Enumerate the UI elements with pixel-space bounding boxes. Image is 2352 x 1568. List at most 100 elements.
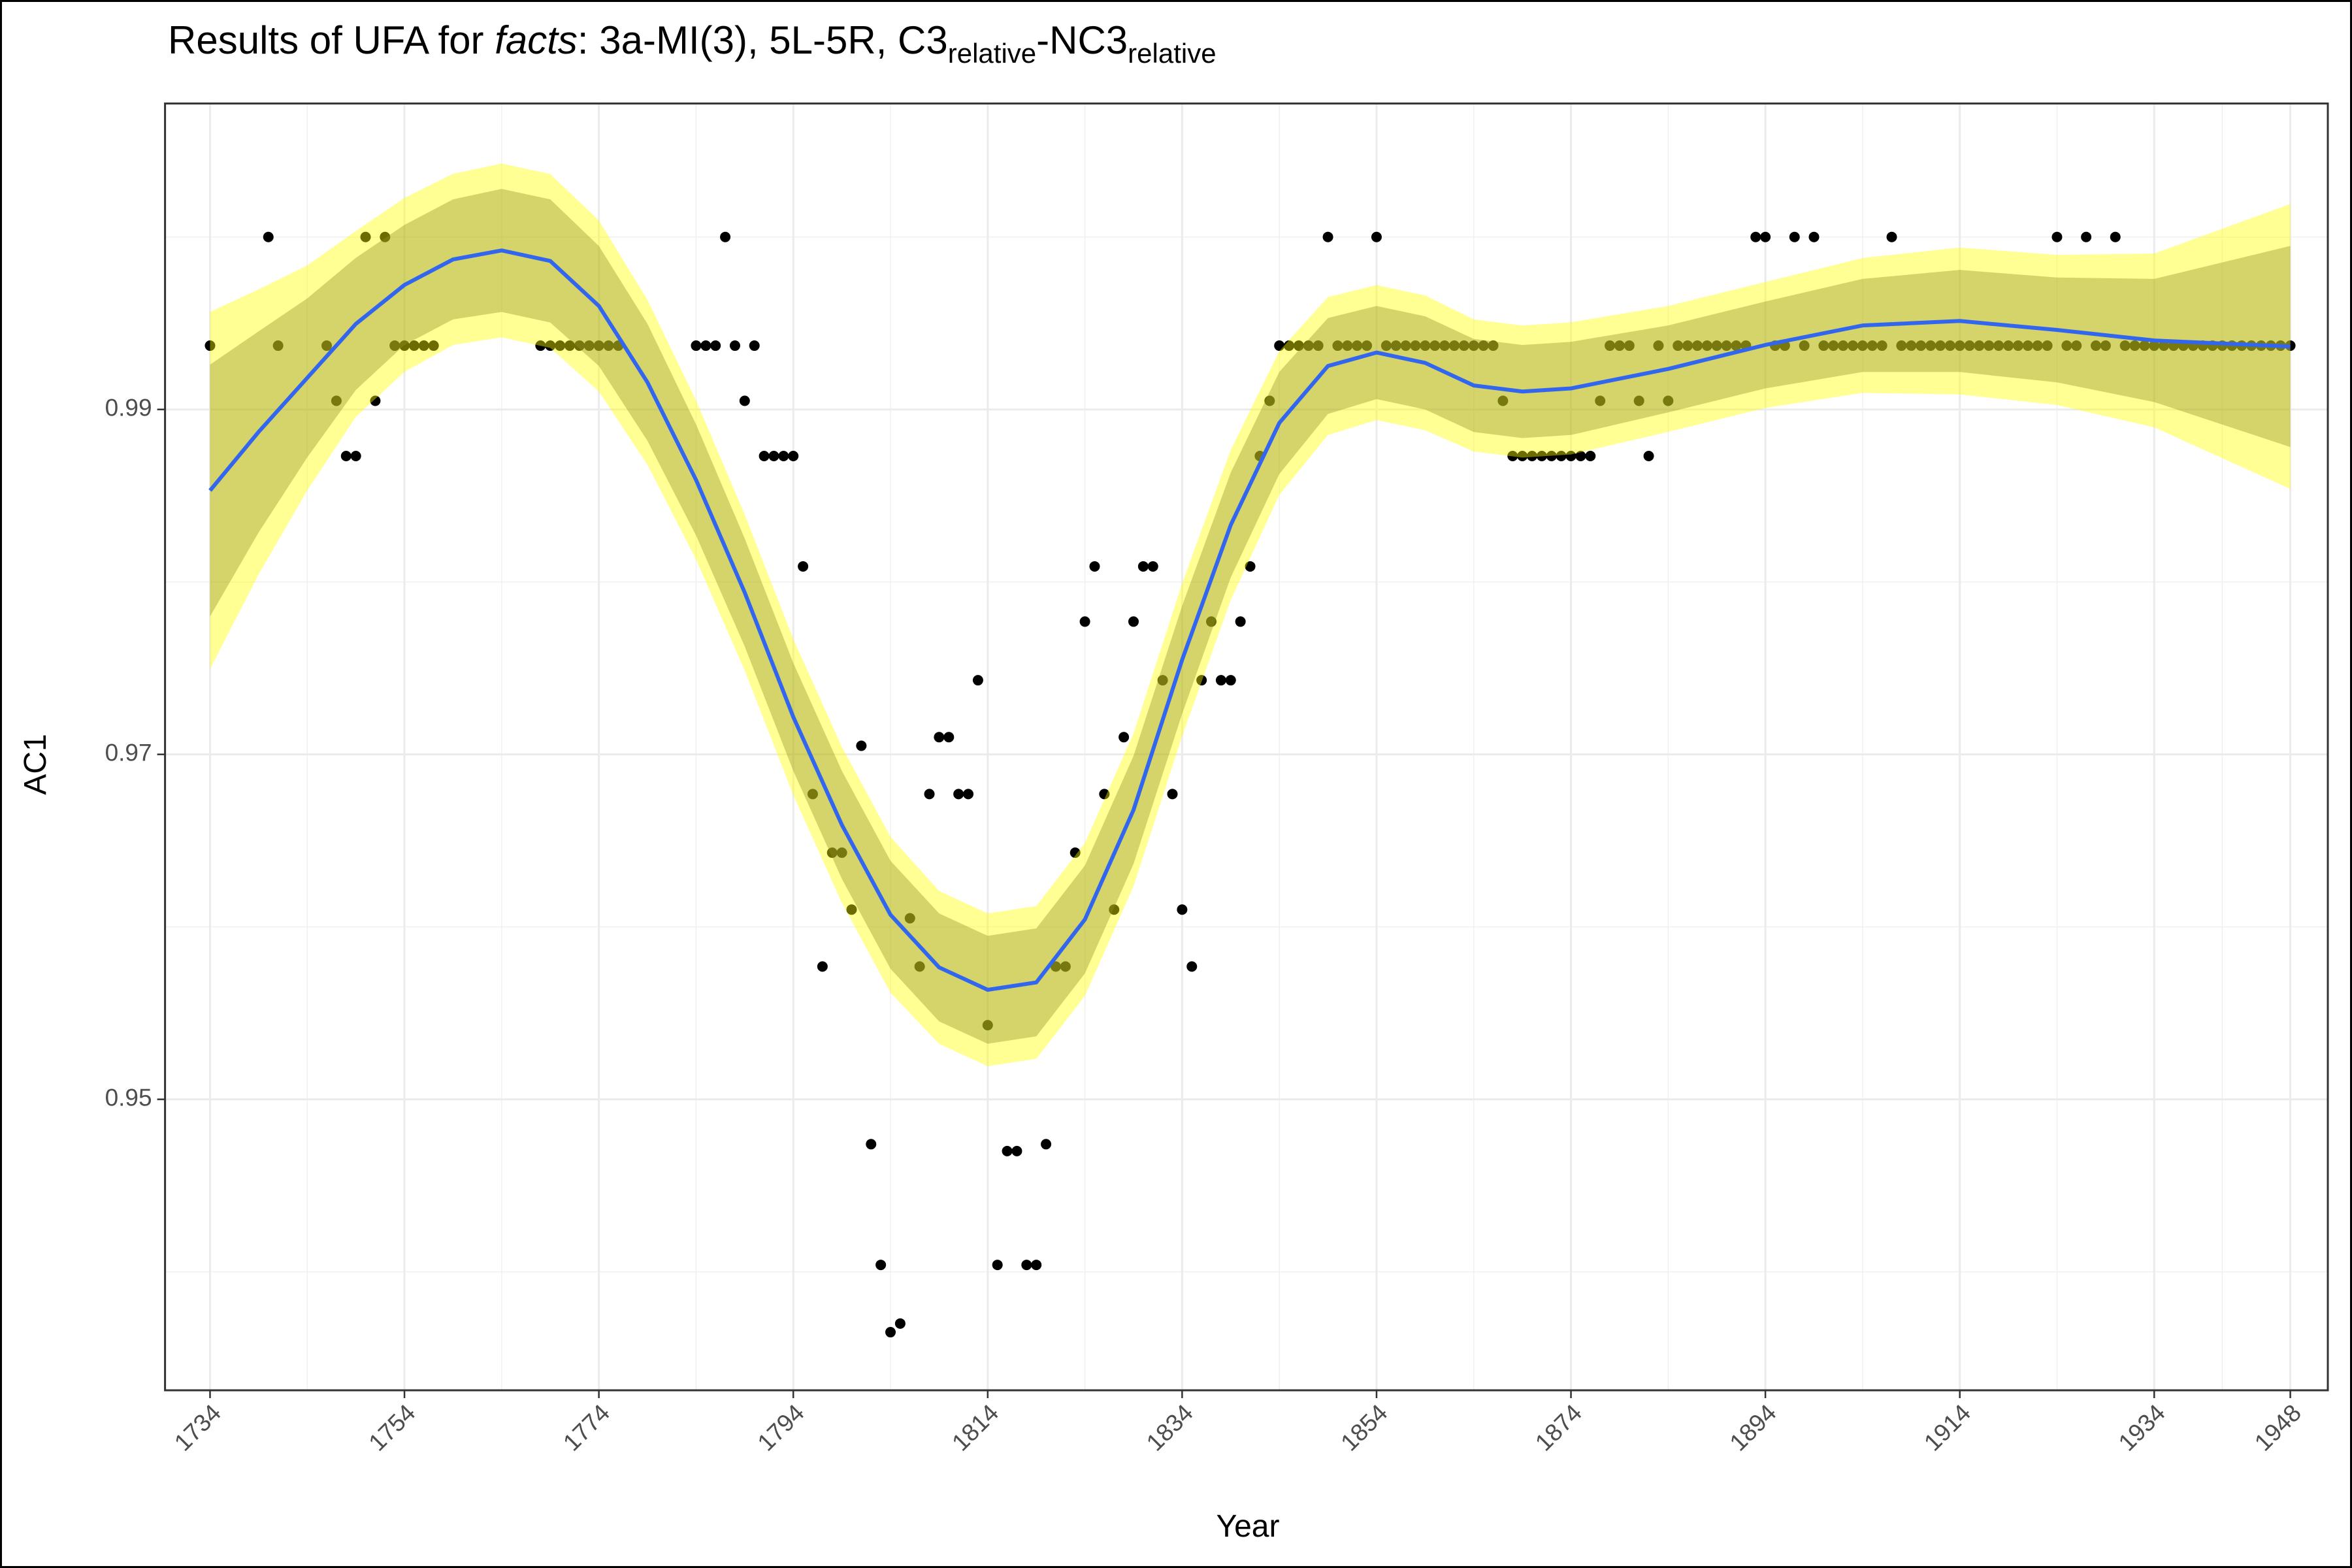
point bbox=[788, 450, 799, 461]
point bbox=[1916, 340, 1927, 351]
point bbox=[331, 395, 342, 406]
point bbox=[1264, 395, 1275, 406]
point bbox=[720, 231, 731, 242]
point bbox=[1177, 904, 1188, 915]
point bbox=[1750, 231, 1761, 242]
point bbox=[2139, 340, 2150, 351]
point bbox=[1595, 395, 1606, 406]
point bbox=[1546, 450, 1557, 461]
point bbox=[691, 340, 702, 351]
point bbox=[1439, 340, 1450, 351]
confidence-band bbox=[210, 163, 2291, 1066]
point bbox=[1507, 450, 1518, 461]
point bbox=[1109, 904, 1120, 915]
title-part: Results of UFA for bbox=[168, 18, 495, 62]
point bbox=[1137, 561, 1149, 572]
panel-border bbox=[164, 102, 2329, 1392]
point bbox=[1206, 616, 1217, 627]
plot-area bbox=[165, 103, 2328, 1390]
y-tick-label: 0.95 bbox=[105, 1084, 152, 1111]
point bbox=[603, 340, 614, 351]
point bbox=[2119, 340, 2131, 351]
point bbox=[759, 450, 770, 461]
point bbox=[399, 340, 410, 351]
point bbox=[340, 450, 351, 461]
point bbox=[1371, 231, 1382, 242]
point bbox=[1429, 340, 1441, 351]
point bbox=[2081, 231, 2092, 242]
point bbox=[380, 231, 391, 242]
point bbox=[1536, 450, 1547, 461]
point bbox=[1760, 231, 1771, 242]
point bbox=[1050, 961, 1061, 972]
point bbox=[1808, 231, 1820, 242]
points bbox=[204, 231, 2296, 1338]
point bbox=[1682, 340, 1693, 351]
point bbox=[1886, 231, 1897, 242]
point bbox=[2090, 340, 2101, 351]
point bbox=[2129, 340, 2140, 351]
point bbox=[1896, 340, 1907, 351]
point bbox=[1342, 340, 1353, 351]
point bbox=[1556, 450, 1567, 461]
point bbox=[2003, 340, 2014, 351]
point bbox=[924, 789, 935, 800]
point bbox=[1322, 231, 1333, 242]
point bbox=[350, 450, 361, 461]
point bbox=[263, 231, 274, 242]
point bbox=[555, 340, 566, 351]
point bbox=[428, 340, 439, 351]
point bbox=[1838, 340, 1849, 351]
point bbox=[875, 1260, 887, 1271]
point bbox=[1517, 450, 1528, 461]
title-part: relative bbox=[1128, 38, 1216, 69]
point bbox=[418, 340, 429, 351]
point bbox=[2110, 231, 2121, 242]
point bbox=[1225, 675, 1236, 686]
point bbox=[1313, 340, 1324, 351]
point bbox=[846, 904, 857, 915]
point bbox=[700, 340, 711, 351]
point bbox=[1303, 340, 1314, 351]
point bbox=[1673, 340, 1684, 351]
point bbox=[1935, 340, 1946, 351]
point bbox=[1944, 340, 1955, 351]
point bbox=[1245, 561, 1256, 572]
point bbox=[545, 340, 556, 351]
point bbox=[1089, 561, 1100, 572]
point bbox=[1711, 340, 1722, 351]
point bbox=[1663, 395, 1674, 406]
point bbox=[1380, 340, 1392, 351]
point bbox=[1605, 340, 1616, 351]
point bbox=[1731, 340, 1742, 351]
point bbox=[1701, 340, 1712, 351]
point bbox=[1332, 340, 1343, 351]
point bbox=[564, 340, 576, 351]
point bbox=[1488, 340, 1499, 351]
point bbox=[934, 732, 945, 743]
point bbox=[535, 340, 546, 351]
chart-title: Results of UFA for facts: 3a-MI(3), 5L-5… bbox=[168, 18, 1217, 69]
point bbox=[1099, 789, 1110, 800]
title-part: -NC3 bbox=[1036, 18, 1128, 62]
point bbox=[1147, 561, 1158, 572]
point bbox=[1284, 340, 1295, 351]
point bbox=[1293, 340, 1304, 351]
point bbox=[729, 340, 740, 351]
point bbox=[1458, 340, 1469, 351]
point bbox=[1527, 450, 1538, 461]
point bbox=[1614, 340, 1625, 351]
point bbox=[1575, 450, 1586, 461]
point bbox=[2149, 340, 2160, 351]
point bbox=[204, 340, 216, 351]
point bbox=[1624, 340, 1635, 351]
point bbox=[1653, 340, 1664, 351]
point bbox=[1021, 1260, 1032, 1271]
point bbox=[1828, 340, 1839, 351]
point bbox=[1848, 340, 1859, 351]
point bbox=[2061, 340, 2072, 351]
point bbox=[360, 231, 371, 242]
point bbox=[739, 395, 750, 406]
point bbox=[1128, 616, 1139, 627]
